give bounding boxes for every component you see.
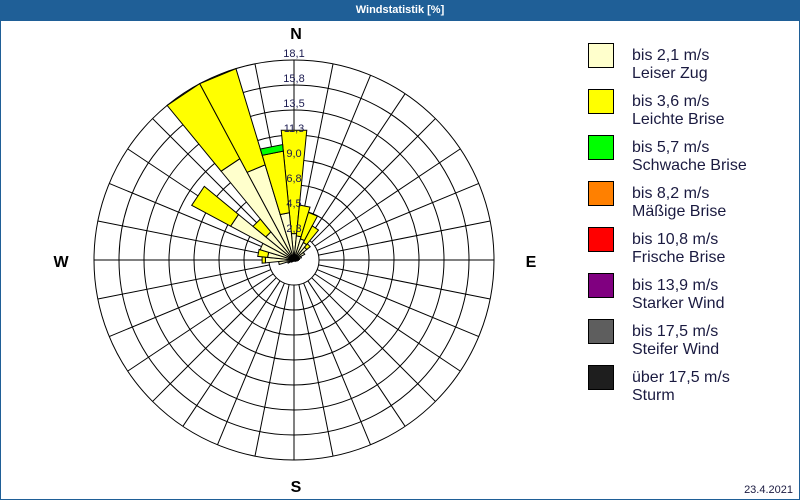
grid-spoke bbox=[303, 75, 371, 238]
legend-name: Leichte Brise bbox=[632, 111, 725, 128]
legend-swatch bbox=[588, 273, 614, 298]
radial-tick-label: 13,5 bbox=[283, 98, 304, 110]
grid-spoke bbox=[314, 273, 461, 372]
wind-sector-bar bbox=[303, 243, 311, 251]
radial-tick-label: 9,0 bbox=[286, 148, 301, 160]
radial-tick-label: 4,5 bbox=[286, 198, 301, 210]
grid-spoke bbox=[318, 264, 491, 300]
wind-sector-bar bbox=[199, 67, 266, 173]
window-title-bar: Windstatistik [%] bbox=[0, 0, 800, 21]
radial-tick-label: 6,8 bbox=[286, 173, 301, 185]
radial-tick-label: 11,3 bbox=[284, 123, 305, 135]
grid-spoke bbox=[182, 280, 281, 427]
grid-spoke bbox=[307, 93, 406, 240]
grid-spoke bbox=[97, 264, 270, 300]
legend-name: Sturm bbox=[632, 387, 675, 404]
window-title: Windstatistik [%] bbox=[355, 4, 445, 16]
legend-range: bis 3,6 m/s bbox=[632, 93, 710, 110]
legend-item-schwache-brise: bis 5,7 m/s Schwache Brise bbox=[588, 135, 788, 179]
grid-spoke bbox=[217, 282, 285, 445]
grid-spoke bbox=[109, 183, 272, 251]
legend-range: bis 10,8 m/s bbox=[632, 231, 719, 248]
grid-spoke bbox=[311, 118, 436, 243]
legend-text: bis 13,9 m/s Starker Wind bbox=[632, 277, 724, 313]
legend-name: Steifer Wind bbox=[632, 341, 720, 358]
radial-tick-label: 18,1 bbox=[283, 48, 304, 60]
legend-range: bis 2,1 m/s bbox=[632, 47, 710, 64]
legend-item-starker-wind: bis 13,9 m/s Starker Wind bbox=[588, 273, 788, 317]
legend-text: über 17,5 m/s Sturm bbox=[632, 369, 730, 405]
legend-swatch bbox=[588, 135, 614, 160]
wind-sector-bar bbox=[259, 143, 284, 156]
legend-item-leiser-zug: bis 2,1 m/s Leiser Zug bbox=[588, 43, 788, 87]
compass-label-east: E bbox=[525, 254, 537, 271]
grid-spoke bbox=[316, 183, 479, 251]
grid-spoke bbox=[109, 269, 272, 337]
legend-item-maessige-brise: bis 8,2 m/s Mäßige Brise bbox=[588, 181, 788, 225]
legend-range: bis 5,7 m/s bbox=[632, 139, 710, 156]
grid-spoke bbox=[311, 277, 436, 402]
legend-name: Mäßige Brise bbox=[632, 203, 727, 220]
wind-sector-bar bbox=[302, 225, 320, 246]
compass-label-south: S bbox=[290, 479, 302, 496]
legend-name: Frische Brise bbox=[632, 249, 726, 266]
legend-name: Leiser Zug bbox=[632, 65, 708, 82]
legend-swatch bbox=[588, 181, 614, 206]
wind-sector-bar bbox=[257, 248, 270, 258]
legend-text: bis 3,6 m/s Leichte Brise bbox=[632, 93, 725, 129]
wind-rose-plot: 2,3 4,5 6,8 9,0 11,3 13,5 15,8 18,1 bbox=[93, 48, 495, 461]
legend-text: bis 10,8 m/s Frische Brise bbox=[632, 231, 725, 267]
legend-swatch bbox=[588, 365, 614, 390]
legend-swatch bbox=[588, 319, 614, 344]
legend-name: Starker Wind bbox=[632, 295, 725, 312]
grid-spoke bbox=[318, 220, 491, 256]
legend-text: bis 5,7 m/s Schwache Brise bbox=[632, 139, 747, 175]
date-label: 23.4.2021 bbox=[744, 484, 793, 496]
radial-tick-label: 15,8 bbox=[283, 73, 304, 85]
legend-swatch bbox=[588, 227, 614, 252]
legend-item-sturm: über 17,5 m/s Sturm bbox=[588, 365, 788, 409]
legend-range: bis 13,9 m/s bbox=[632, 277, 719, 294]
grid-spoke bbox=[152, 277, 277, 402]
legend-swatch bbox=[588, 89, 614, 114]
wind-sector-bar bbox=[299, 211, 319, 242]
grid-spoke bbox=[127, 273, 274, 372]
legend-item-leichte-brise: bis 3,6 m/s Leichte Brise bbox=[588, 89, 788, 133]
legend-text: bis 17,5 m/s Steifer Wind bbox=[632, 323, 719, 359]
grid-spoke bbox=[254, 284, 290, 457]
legend-range: bis 17,5 m/s bbox=[632, 323, 719, 340]
grid-spoke bbox=[307, 280, 406, 427]
grid-spoke bbox=[97, 220, 270, 256]
grid-spoke bbox=[314, 148, 461, 247]
legend-name: Schwache Brise bbox=[632, 157, 747, 174]
grid-spoke bbox=[303, 282, 371, 445]
legend-swatch bbox=[588, 43, 614, 68]
wind-sector-bar bbox=[261, 256, 266, 264]
legend-text: bis 2,1 m/s Leiser Zug bbox=[632, 47, 709, 83]
legend-range: über 17,5 m/s bbox=[632, 369, 730, 386]
grid-spoke bbox=[152, 118, 277, 243]
radial-tick-label: 2,3 bbox=[286, 223, 301, 235]
grid-spoke bbox=[298, 284, 334, 457]
wind-sector-bar bbox=[190, 185, 240, 227]
compass-label-west: W bbox=[53, 254, 69, 271]
legend-item-steifer-wind: bis 17,5 m/s Steifer Wind bbox=[588, 319, 788, 363]
legend-range: bis 8,2 m/s bbox=[632, 185, 710, 202]
legend-text: bis 8,2 m/s Mäßige Brise bbox=[632, 185, 726, 221]
compass-label-north: N bbox=[290, 26, 302, 43]
grid-spoke bbox=[316, 269, 479, 337]
wind-sector-bar bbox=[295, 204, 311, 238]
legend-item-frische-brise: bis 10,8 m/s Frische Brise bbox=[588, 227, 788, 271]
